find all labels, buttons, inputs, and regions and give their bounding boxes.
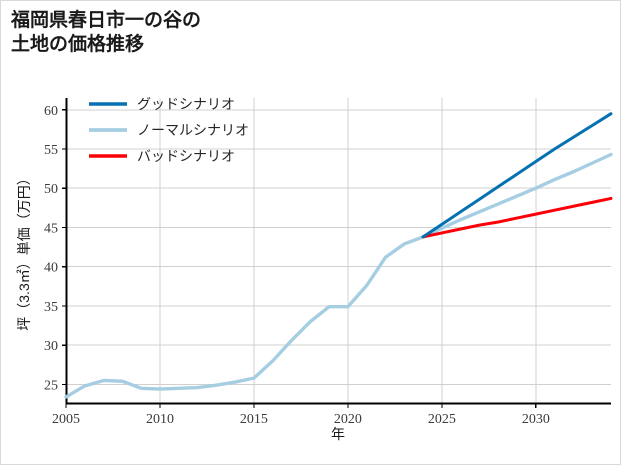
x-tick-label: 2030 [522,412,550,427]
y-tick-label: 25 [44,378,58,393]
y-axis-tick-labels: 25 30 35 40 45 50 55 60 [44,104,58,394]
series-line [421,196,613,239]
legend-label: グッドシナリオ [137,97,235,113]
grid-lines [65,98,611,404]
tick-marks [62,109,537,408]
series-line [421,112,613,239]
series-lines [64,112,613,399]
x-axis-title: 年 [331,426,345,442]
x-tick-label: 2005 [52,412,80,427]
y-axis-title: 坪（3.3㎡）単価（万円） [16,171,32,330]
legend-label: ノーマルシナリオ [137,124,249,139]
y-tick-label: 45 [44,221,58,236]
y-tick-label: 35 [44,300,58,315]
y-tick-label: 55 [44,143,58,158]
x-axis-tick-labels: 2005 2010 2015 2020 2025 2030 [52,412,550,427]
y-tick-label: 60 [44,104,58,119]
x-tick-label: 2010 [146,412,174,427]
x-tick-label: 2025 [428,412,456,427]
y-tick-label: 30 [44,339,58,354]
y-tick-label: 40 [44,261,58,276]
x-tick-label: 2020 [334,412,362,427]
y-tick-label: 50 [44,182,58,197]
x-tick-label: 2015 [240,412,268,427]
series-line [64,152,613,399]
chart-title: 福岡県春日市一の谷の 土地の価格推移 [11,10,202,56]
legend-label: バッドシナリオ [137,150,235,165]
